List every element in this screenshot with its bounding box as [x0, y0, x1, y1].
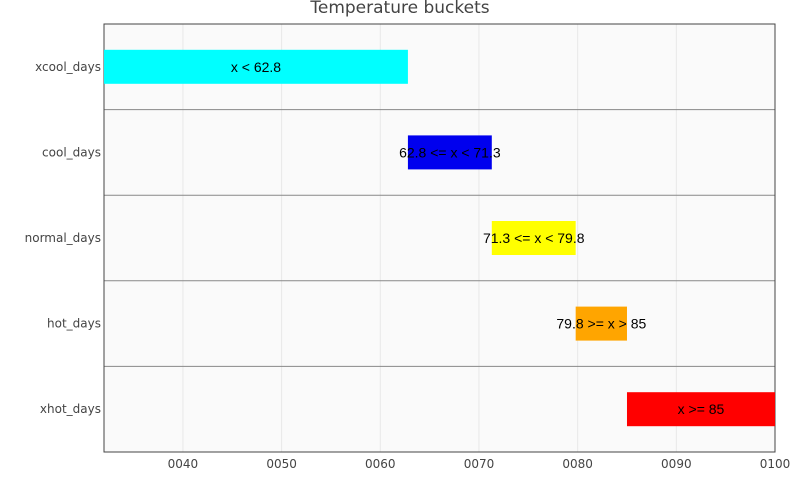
bar-label-normal_days: 71.3 <= x < 79.8 [483, 230, 585, 246]
bar-normal_days [491, 221, 576, 255]
x-tick-label: 0050 [266, 457, 297, 471]
bar-xcool_days [104, 49, 408, 84]
plot-background [104, 24, 775, 452]
x-tick-label: 0090 [661, 457, 692, 471]
y-tick-label: hot_days [47, 317, 101, 331]
bar-cool_days [407, 135, 492, 170]
bar-label-hot_days: 79.8 >= x > 85 [556, 316, 646, 332]
y-tick-label: normal_days [25, 231, 101, 245]
x-tick-label: 0100 [760, 457, 791, 471]
bar-label-cool_days: 62.8 <= x < 71.3 [399, 144, 501, 160]
x-tick-label: 0080 [562, 457, 593, 471]
bar-xhot_days [626, 392, 775, 427]
x-tick-label: 0040 [168, 457, 199, 471]
x-tick-label: 0070 [464, 457, 495, 471]
y-tick-label: cool_days [42, 145, 101, 159]
y-tick-label: xcool_days [35, 60, 101, 74]
bar-label-xcool_days: x < 62.8 [231, 59, 281, 75]
chart-title: Temperature buckets [309, 0, 489, 18]
x-tick-label: 0060 [365, 457, 396, 471]
y-tick-label: xhot_days [40, 402, 101, 416]
bar-label-xhot_days: x >= 85 [678, 401, 725, 417]
bar-hot_days [575, 306, 627, 341]
plot-frame [103, 23, 776, 453]
